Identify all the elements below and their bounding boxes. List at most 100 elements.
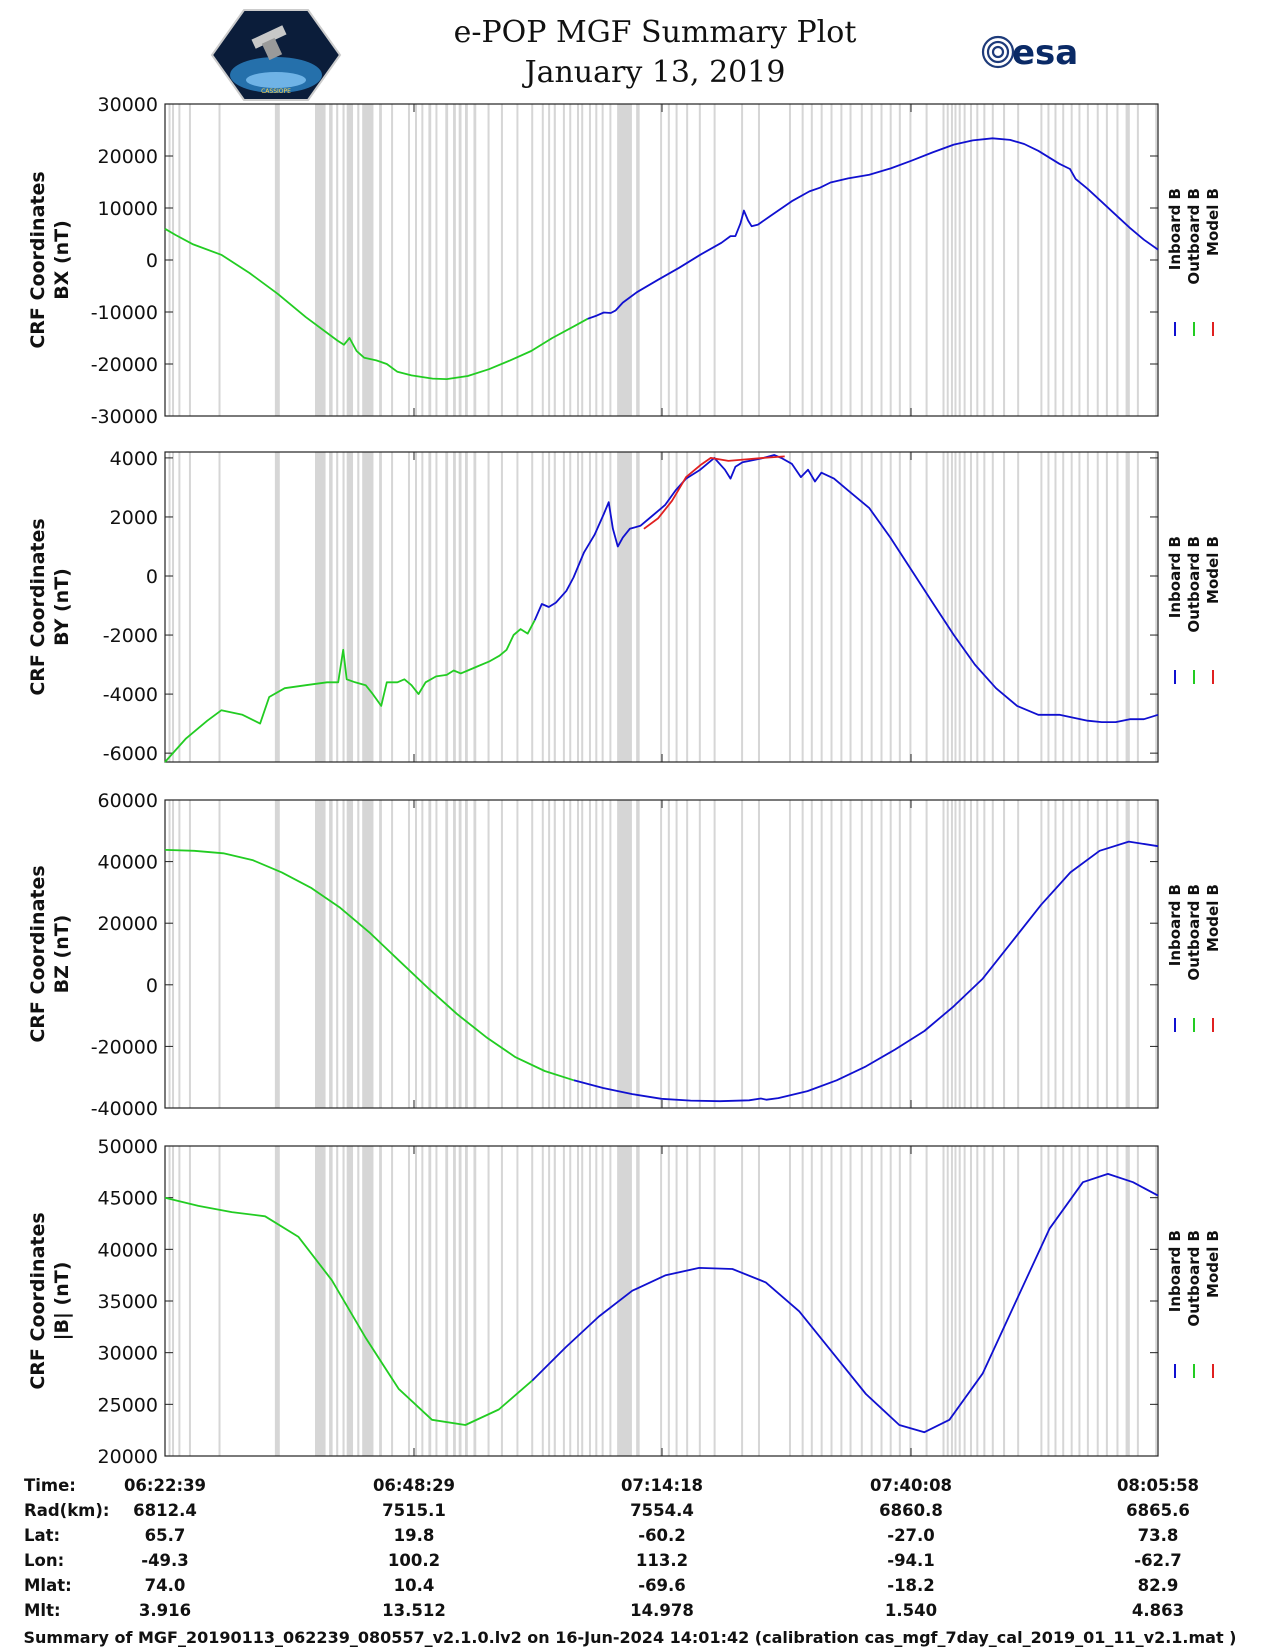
data-gap-band [1047,800,1050,1108]
data-gap-band [553,1146,556,1456]
data-gap-band [465,452,468,762]
data-gap-band [741,452,744,762]
data-gap-band [516,452,519,762]
data-gap-band [473,1146,477,1456]
data-gap-band [741,1146,744,1456]
panel-1: 30000 20000 10000 0 -10000 -20000 -30000 CRF Co… [27,94,1222,428]
data-gap-band [315,104,326,416]
ephemeris-value: 6860.8 [879,1501,943,1520]
data-gap-band [188,800,191,1108]
data-gap-band [801,452,804,762]
data-gap-band [168,800,171,1108]
data-gap-band [1054,104,1057,416]
data-gap-band [274,452,280,762]
data-gap-band [1136,452,1139,762]
data-gap-band [976,1146,979,1456]
data-gap-band [991,104,994,416]
data-gap-band [595,104,598,416]
legend-label: Inboard B [1166,536,1184,618]
data-gap-band [465,1146,468,1456]
data-gap-band [407,452,410,762]
data-gap-band [329,1146,333,1456]
data-gap-band [601,1146,604,1456]
data-gap-band [1040,1146,1043,1456]
data-gap-band [357,452,360,762]
data-gap-band [991,800,994,1108]
data-gap-band [1105,104,1108,416]
data-gap-band [870,452,873,762]
data-gap-band [1062,800,1065,1108]
data-gap-band [1096,1146,1099,1456]
ephemeris-label: Lon: [24,1551,64,1570]
y-tick-label: 45000 [98,1188,158,1210]
ephemeris-value: -18.2 [887,1576,935,1595]
data-gap-band [898,800,901,1108]
esa-wordmark: esa [1012,33,1078,73]
data-gap-band [741,104,744,416]
data-gap-band [686,452,689,762]
data-gap-band [428,800,432,1108]
y-tick-label: 40000 [98,1239,158,1261]
ephemeris-row: Rad(km): 6812.4 7515.1 7554.4 6860.8 6865.6 [24,1501,1190,1520]
data-gap-band [820,800,823,1108]
y-axis-label: CRF Coordinates [27,518,49,695]
data-gap-band [357,104,360,416]
ephemeris-value: -94.1 [887,1551,935,1570]
data-gap-band [946,104,949,416]
data-gap-band [1070,452,1073,762]
data-gap-band [541,452,544,762]
y-tick-label: 0 [146,566,158,588]
panel-4: 50000 45000 40000 35000 30000 25000 20000 CRF C… [27,1136,1222,1468]
data-gap-band [954,1146,957,1456]
data-gap-band [569,104,572,416]
data-gap-band [362,452,374,762]
data-gap-band [516,800,519,1108]
ephemeris-row: Mlt: 3.916 13.512 14.978 1.540 4.863 [24,1601,1184,1620]
y-axis-unit-label: BZ (nT) [51,915,73,994]
data-gap-band [548,800,551,1108]
series-line-inboard-b [531,1173,1159,1434]
data-gap-band [880,1146,883,1456]
data-gap-band [465,104,468,416]
data-gap-band [1054,452,1057,762]
data-gap-band [698,452,701,762]
data-gap-band [660,452,663,762]
data-gap-band [576,452,579,762]
data-gap-band [840,452,843,762]
data-gap-band [274,800,280,1108]
data-gap-band [421,1146,424,1456]
ephemeris-value: 1.540 [885,1601,937,1620]
data-gap-band [172,800,175,1108]
data-gap-band [218,800,221,1108]
ephemeris-value: 06:22:39 [124,1476,206,1495]
data-gap-band [168,452,171,762]
data-gap-band [840,1146,843,1456]
legend: Inboard B Outboard B Model B [1166,884,1222,1032]
data-gap-band [830,800,833,1108]
data-gap-band [925,1146,928,1456]
data-gap-band [531,452,534,762]
series-line-outboard-b [164,849,575,1082]
data-gap-band [1062,452,1065,762]
data-gap-band [1070,800,1073,1108]
ephemeris-value: 08:05:58 [1117,1476,1199,1495]
panel-3: 60000 40000 20000 0 -20000 -40000 CRF Coordina… [27,790,1222,1120]
data-gap-band [428,104,432,416]
data-gap-band [1086,800,1089,1108]
data-gap-band [407,104,410,416]
data-gap-band [576,1146,579,1456]
data-gap-band [880,104,883,416]
data-gap-band [1096,452,1099,762]
data-gap-band [898,104,901,416]
data-gap-band [909,1146,912,1456]
data-gap-band [946,1146,949,1456]
data-gap-band [830,1146,833,1456]
data-gap-band [958,1146,961,1456]
data-gap-band [329,800,333,1108]
y-tick-label: -20000 [91,1036,158,1058]
data-gap-band [473,800,477,1108]
data-gap-band [1136,104,1139,416]
data-gap-band [925,800,928,1108]
y-tick-label: 10000 [98,198,158,220]
data-gap-band [969,800,972,1108]
